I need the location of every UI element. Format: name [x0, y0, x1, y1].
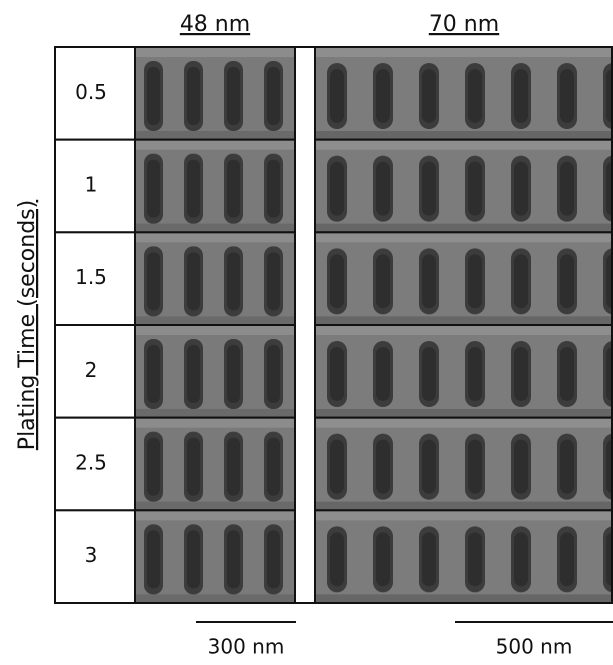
axis-label: Plating Time (seconds): [15, 200, 40, 450]
image-grid: 0.5 1 1.5 2 2.5 3: [54, 46, 613, 605]
sem-image: [314, 46, 613, 141]
label-cell: [54, 46, 136, 141]
sem-image-fill: [134, 324, 296, 419]
sem-image: [134, 416, 296, 512]
sem-image-fill: [134, 138, 296, 234]
sem-image-fill: [314, 138, 613, 234]
sem-image: [314, 138, 613, 234]
grid-border: [54, 46, 613, 604]
row-label: 2.5: [75, 451, 107, 475]
sem-image: [314, 231, 613, 326]
sem-image: [134, 231, 296, 326]
scale-label: 300 nm: [208, 635, 285, 659]
sem-image-fill: [314, 416, 613, 512]
row-label: 1.5: [75, 265, 107, 289]
column-header: 48 nm: [180, 12, 250, 37]
sem-image-fill: [314, 231, 613, 326]
label-cell: [54, 138, 136, 234]
scale-label: 500 nm: [496, 635, 573, 659]
row-label: 2: [85, 358, 98, 382]
sem-image-fill: [314, 324, 613, 419]
row-label: 0.5: [75, 80, 107, 104]
row-label: 1: [85, 173, 98, 197]
sem-image-fill: [314, 46, 613, 141]
row-label: 3: [85, 543, 98, 567]
sem-image-fill: [134, 416, 296, 512]
sem-image-fill: [134, 46, 296, 141]
sem-image: [314, 416, 613, 512]
sem-image: [314, 324, 613, 419]
sem-image-fill: [314, 509, 613, 605]
column-header: 70 nm: [429, 12, 499, 37]
sem-image-fill: [134, 509, 296, 605]
sem-image: [134, 46, 296, 141]
sem-image-fill: [134, 231, 296, 326]
sem-image: [134, 138, 296, 234]
sem-image: [134, 324, 296, 419]
sem-image: [314, 509, 613, 605]
sem-image: [134, 509, 296, 605]
